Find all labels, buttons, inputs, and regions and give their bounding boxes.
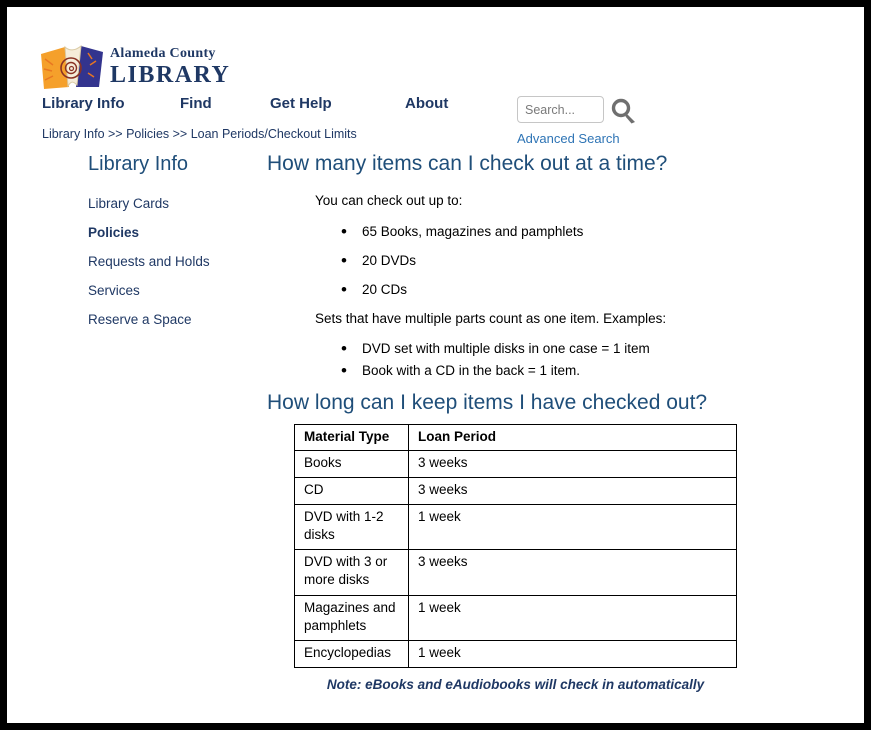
ebooks-note: Note: eBooks and eAudiobooks will check … (326, 677, 705, 692)
sidebar-item-services[interactable]: Services (88, 283, 140, 298)
sidebar-item-policies[interactable]: Policies (88, 225, 140, 240)
material-type-cell: Magazines and pamphlets (294, 595, 409, 641)
table-row: DVD with 3 or more disks 3 weeks (294, 549, 737, 596)
table-header-row: Material Type Loan Period (294, 424, 737, 451)
loan-period-table: Material Type Loan Period Books 3 weeks … (294, 424, 737, 668)
search-icon (611, 98, 635, 124)
material-type-cell: DVD with 3 or more disks (294, 549, 409, 596)
sidebar-title: Library Info (88, 153, 189, 175)
loan-period-heading: How long can I keep items I have checked… (267, 391, 708, 414)
loan-period-cell: 3 weeks (408, 450, 737, 478)
material-type-cell: DVD with 1-2 disks (294, 504, 409, 550)
checkout-limits-heading: How many items can I check out at a time… (267, 152, 668, 175)
search-button[interactable] (609, 97, 639, 127)
logo-line1: Alameda County (110, 46, 216, 61)
logo-text: Alameda County LIBRARY (110, 46, 231, 88)
table-row: Magazines and pamphlets 1 week (294, 595, 737, 641)
breadcrumb[interactable]: Library Info >> Policies >> Loan Periods… (42, 127, 357, 141)
list-item: 65 Books, magazines and pamphlets (341, 222, 755, 242)
loan-period-cell: 3 weeks (408, 549, 737, 596)
table-row: Books 3 weeks (294, 450, 737, 478)
library-logo[interactable]: Alameda County LIBRARY (40, 43, 230, 91)
column-header-material-type: Material Type (294, 424, 409, 451)
list-item: DVD set with multiple disks in one case … (341, 339, 755, 359)
checkout-intro-text: You can check out up to: (315, 193, 463, 208)
sidebar-item-requests-and-holds[interactable]: Requests and Holds (88, 254, 210, 269)
sidebar-item-library-cards[interactable]: Library Cards (88, 196, 170, 211)
nav-item-about[interactable]: About (405, 95, 449, 112)
nav-item-get-help[interactable]: Get Help (270, 95, 332, 112)
logo-line2: LIBRARY (110, 62, 231, 88)
main-content: How many items can I check out at a time… (267, 152, 755, 692)
nav-item-find[interactable]: Find (180, 95, 212, 112)
advanced-search-link[interactable]: Advanced Search (517, 131, 620, 146)
loan-period-cell: 1 week (408, 504, 737, 550)
sidebar-item-reserve-a-space[interactable]: Reserve a Space (88, 312, 192, 327)
list-item: 20 DVDs (341, 251, 755, 271)
sidebar: Library Info Library Cards Policies Requ… (88, 153, 263, 341)
checkout-limits-list: 65 Books, magazines and pamphlets 20 DVD… (267, 222, 755, 300)
table-row: DVD with 1-2 disks 1 week (294, 504, 737, 550)
material-type-cell: Books (294, 450, 409, 478)
loan-period-cell: 1 week (408, 595, 737, 641)
table-row: Encyclopedias 1 week (294, 640, 737, 668)
list-item: Book with a CD in the back = 1 item. (341, 361, 755, 381)
material-type-cell: Encyclopedias (294, 640, 409, 668)
list-item: 20 CDs (341, 280, 755, 300)
open-book-logo-icon (41, 44, 103, 89)
sets-examples-list: DVD set with multiple disks in one case … (267, 339, 755, 381)
search-input[interactable] (517, 96, 604, 123)
table-row: CD 3 weeks (294, 477, 737, 505)
loan-period-cell: 3 weeks (408, 477, 737, 505)
loan-period-cell: 1 week (408, 640, 737, 668)
material-type-cell: CD (294, 477, 409, 505)
nav-item-library-info[interactable]: Library Info (42, 95, 125, 112)
column-header-loan-period: Loan Period (408, 424, 737, 451)
sets-explanation-text: Sets that have multiple parts count as o… (315, 311, 667, 326)
